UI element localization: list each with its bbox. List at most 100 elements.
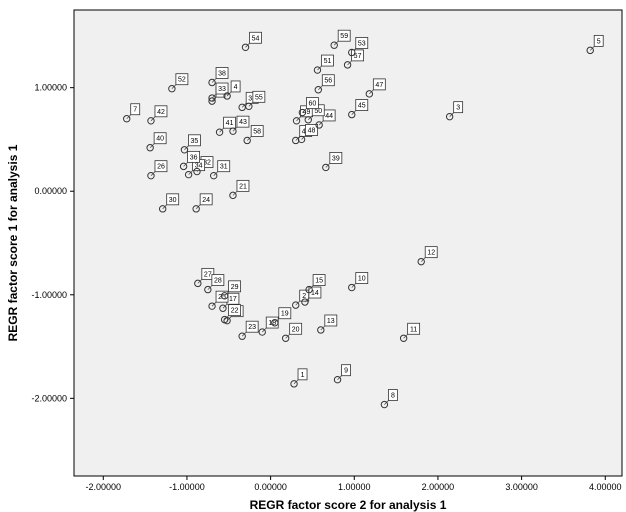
x-tick-label: -1.00000 (169, 482, 205, 492)
point-label-leader (351, 110, 357, 115)
point-label-leader (150, 116, 156, 122)
point-label-box (355, 99, 369, 111)
point-label-box (154, 160, 168, 173)
point-label-box (199, 193, 213, 206)
point-labels: 1234567891011121314151617181920212223242… (126, 29, 604, 405)
scatter-point (399, 334, 408, 342)
x-tick-label: 1.00000 (338, 482, 371, 492)
point-label-leader (351, 283, 357, 288)
point-label-box (211, 274, 225, 287)
point-label-box (337, 29, 351, 42)
point-label: 15 (315, 278, 323, 285)
point-label: 49 (303, 109, 311, 116)
point-label: 14 (311, 290, 319, 297)
scatter-point (343, 61, 352, 69)
scatter-point (158, 205, 167, 213)
scatter-point (194, 279, 202, 288)
y-tick-label: -2.00000 (31, 393, 67, 403)
point-label-leader (403, 333, 408, 339)
point-label-box (153, 132, 167, 145)
point-label-box (201, 267, 215, 280)
point-label: 27 (204, 271, 212, 278)
point-label-leader (188, 170, 193, 175)
scatter-point (305, 285, 313, 294)
point-label: 39 (332, 155, 340, 162)
point-label: 12 (427, 250, 435, 257)
point-label: 29 (231, 284, 239, 291)
scatter-point (586, 46, 594, 55)
point-label: 3 (456, 105, 460, 112)
scatter-point (313, 66, 322, 74)
scatter-point (179, 162, 188, 171)
scatter-point (215, 128, 224, 136)
point-label-leader (293, 379, 299, 385)
y-tick-label: -1.00000 (31, 290, 67, 300)
point-label: 50 (314, 108, 322, 115)
point-label-box (250, 125, 264, 137)
point-label-box (593, 34, 604, 47)
point-label-leader (126, 114, 131, 120)
scatter-point (146, 144, 154, 152)
point-label-leader (150, 171, 156, 176)
point-label-leader (224, 291, 229, 297)
point-label: 7 (133, 107, 137, 114)
point-label: 52 (178, 77, 186, 84)
point-label: 18 (268, 320, 276, 327)
point-label-leader (184, 145, 189, 151)
point-label: 9 (344, 368, 348, 375)
point-label-leader (211, 78, 217, 83)
plot-area (73, 9, 623, 477)
scatter-point (314, 86, 322, 94)
scatter-point (271, 319, 279, 327)
point-label-leader (318, 120, 324, 126)
point-label-leader (197, 279, 203, 284)
point-label: 11 (410, 326, 417, 333)
x-tick-label: -2.00000 (86, 482, 122, 492)
y-tick-label: 1.00000 (34, 83, 67, 93)
point-label-leader (241, 103, 247, 108)
point-label: 51 (324, 58, 332, 65)
point-label-box (228, 304, 241, 317)
scatter-point (180, 146, 189, 154)
point-label-leader (245, 42, 250, 48)
axis-ticks: -2.00000 -1.00000 0.00000 1.00000 2.00000 3.0… (31, 83, 621, 492)
scatter-point (348, 48, 356, 57)
scatter-point (192, 205, 200, 213)
point-label-leader (317, 65, 322, 71)
point-label: 41 (226, 120, 234, 127)
scatter-point (208, 97, 216, 105)
point-label: 48 (308, 127, 316, 134)
point-label-leader (318, 85, 323, 91)
scatter-point (210, 171, 218, 180)
point-label-leader (219, 127, 224, 133)
point-label-box (217, 160, 231, 173)
point-label: 53 (358, 40, 366, 47)
point-label-leader (222, 303, 228, 309)
y-tick-label: 0.00000 (34, 186, 67, 196)
point-label-box (236, 115, 250, 128)
point-label: 23 (248, 324, 256, 331)
scatter-point (219, 304, 227, 312)
point-label: 17 (229, 296, 237, 303)
point-label-leader (207, 285, 213, 290)
scatter-point (317, 326, 325, 334)
point-label: 44 (325, 113, 333, 120)
scatter-point (304, 116, 312, 124)
scatter-point (322, 163, 330, 172)
point-label-leader (347, 60, 352, 66)
point-label-leader (274, 318, 280, 324)
point-label-box (289, 322, 303, 335)
point-label-box (355, 272, 369, 284)
point-label: 36 (190, 154, 198, 161)
x-tick-label: 3.00000 (505, 482, 538, 492)
point-label-leader (183, 162, 188, 167)
point-label-box (175, 73, 189, 86)
scatter-point (301, 298, 309, 306)
point-label: 55 (255, 94, 263, 101)
point-label-leader (171, 84, 177, 89)
scatter-point (245, 102, 253, 111)
point-label-leader (195, 204, 201, 210)
point-label: 37 (248, 95, 256, 102)
point-label-box (407, 322, 421, 335)
y-axis-title: REGR factor score 1 for analysis 1 (6, 144, 20, 341)
